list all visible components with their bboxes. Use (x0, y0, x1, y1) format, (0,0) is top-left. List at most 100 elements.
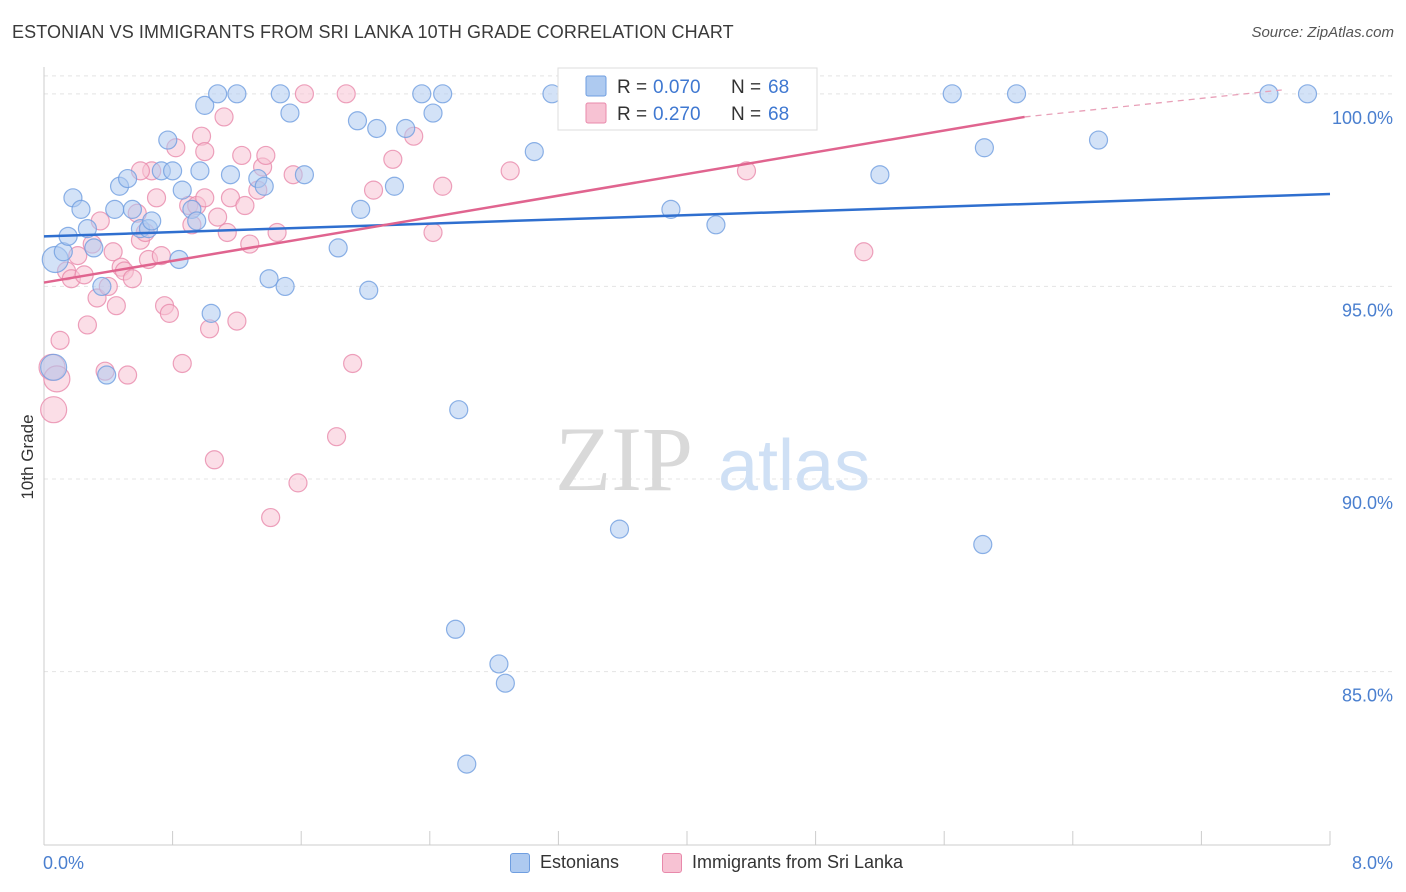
sri-lanka-point-30 (172, 353, 192, 374)
sri-lanka-point-15 (106, 296, 126, 316)
bottom-legend: Estonians Immigrants from Sri Lanka (0, 852, 1406, 878)
estonians-point-38 (347, 111, 368, 131)
sri-lanka-point-40 (217, 222, 237, 243)
estonians-point-63 (1006, 84, 1027, 104)
estonians-point-37 (328, 238, 348, 258)
estonians-point-41 (367, 118, 387, 139)
sri-lanka-point-14 (103, 242, 123, 262)
legend-r-label-0: R = (617, 77, 647, 98)
legend-swatch-estonians-bottom (510, 852, 530, 873)
y-tick-label-2: 95.0% (1342, 300, 1393, 320)
sri-lanka-point-1 (40, 396, 68, 424)
sri-lanka-point-48 (256, 145, 276, 166)
estonians-point-49 (457, 754, 477, 774)
sri-lanka-point-61 (433, 176, 453, 196)
sri-lanka-point-28 (159, 303, 179, 323)
watermark: ZIP atlas (555, 408, 870, 510)
legend-r-value-1: 0.270 (653, 104, 701, 125)
sri-lanka-point-62 (500, 161, 520, 181)
estonians-point-21 (172, 180, 192, 200)
x-tick-label-max: 8.0% (1352, 853, 1393, 873)
legend-swatch-estonians (585, 75, 607, 97)
estonians-point-0 (40, 353, 68, 381)
sri-lanka-point-43 (232, 145, 252, 166)
estonians-point-10 (105, 199, 125, 219)
sri-lanka-point-55 (336, 84, 356, 104)
sri-lanka-point-57 (363, 180, 384, 200)
estonians-point-8 (92, 276, 112, 297)
sri-lanka-point-42 (227, 311, 247, 331)
y-tick-label-3: 100.0% (1332, 108, 1393, 128)
legend-n-value-0: 68 (768, 77, 789, 98)
estonians-point-65 (1259, 84, 1279, 104)
estonians-point-40 (359, 280, 379, 300)
estonians-point-6 (77, 219, 98, 239)
estonians-point-16 (142, 211, 162, 231)
sri-lanka-point-58 (383, 149, 403, 169)
sri-lanka-point-37 (204, 450, 224, 470)
estonians-point-12 (117, 168, 138, 189)
sri-lanka-point-18 (117, 365, 138, 385)
estonians-point-27 (208, 84, 228, 104)
legend-n-label-0: N = (731, 77, 761, 98)
watermark-atlas: atlas (718, 426, 870, 506)
sri-lanka-point-39 (214, 107, 234, 127)
trend-sri-lanka (43, 115, 1025, 284)
estonians-point-31 (254, 176, 274, 196)
sri-lanka-point-44 (235, 195, 255, 216)
estonians-point-66 (1297, 84, 1318, 104)
estonians-point-62 (973, 534, 993, 555)
estonians-point-13 (122, 199, 143, 219)
y-tick-label-1: 90.0% (1342, 493, 1393, 513)
estonians-point-7 (84, 238, 104, 258)
estonians-point-48 (449, 400, 469, 420)
y-axis-label: 10th Grade (18, 414, 37, 499)
estonians-point-42 (384, 176, 405, 196)
estonians-point-32 (259, 269, 279, 289)
sri-lanka-point-53 (294, 84, 315, 104)
estonians-point-28 (220, 165, 241, 185)
estonians-point-61 (974, 138, 994, 158)
legend-n-label-1: N = (731, 104, 761, 125)
estonians-point-26 (201, 303, 221, 323)
sri-lanka-point-25 (146, 188, 167, 208)
estonians-point-57 (706, 215, 726, 235)
legend-item-estonians: Estonians (510, 852, 619, 873)
estonians-point-44 (412, 84, 432, 104)
estonians-point-33 (270, 84, 290, 104)
estonians-point-64 (1088, 130, 1109, 150)
sri-lanka-point-64 (854, 242, 874, 262)
estonians-point-50 (489, 654, 509, 674)
watermark-zip: ZIP (555, 408, 693, 510)
sri-lanka-point-49 (261, 507, 281, 528)
gridlines (44, 75, 1393, 673)
estonians-point-56 (661, 199, 681, 219)
estonians-point-18 (158, 130, 178, 150)
series-estonians-points (40, 84, 1318, 774)
sri-lanka-point-35 (195, 188, 215, 208)
sri-lanka-point-54 (326, 427, 347, 447)
estonians-point-39 (351, 199, 371, 219)
legend-label-sri-lanka: Immigrants from Sri Lanka (692, 852, 904, 872)
sri-lanka-point-52 (288, 473, 308, 493)
y-tick-label-0: 85.0% (1342, 686, 1393, 706)
estonians-point-36 (294, 165, 315, 185)
sri-lanka-point-8 (77, 315, 98, 335)
estonians-point-35 (280, 103, 300, 123)
chart-title: ESTONIAN VS IMMIGRANTS FROM SRI LANKA 10… (12, 22, 734, 42)
estonians-point-59 (870, 165, 890, 185)
axes (43, 67, 1331, 846)
legend-swatch-sri-lanka-bottom (662, 852, 682, 873)
estonians-point-9 (97, 365, 117, 385)
legend-n-value-1: 68 (768, 104, 789, 125)
estonians-point-34 (275, 276, 295, 297)
legend-item-sri-lanka: Immigrants from Sri Lanka (662, 852, 903, 873)
sri-lanka-point-56 (343, 353, 363, 374)
sri-lanka-point-50 (267, 222, 287, 243)
sri-lanka-point-60 (423, 222, 443, 243)
estonians-point-19 (163, 161, 183, 181)
estonians-point-43 (396, 118, 416, 139)
estonians-point-46 (433, 84, 453, 104)
sri-lanka-point-63 (736, 161, 757, 181)
